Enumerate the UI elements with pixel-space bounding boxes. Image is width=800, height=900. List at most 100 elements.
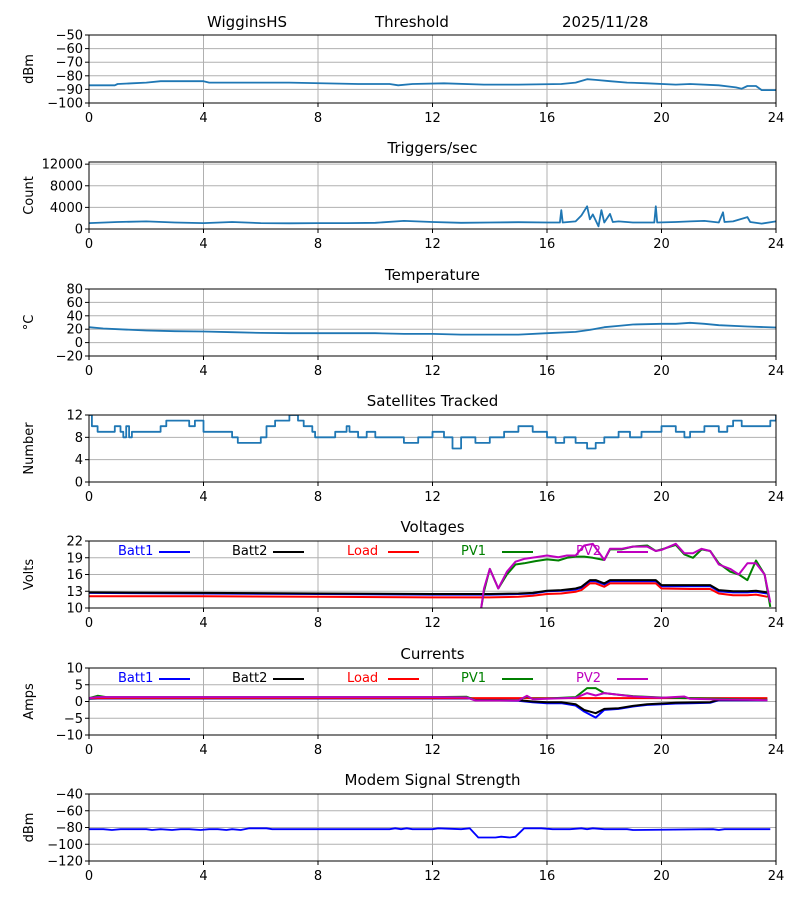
- x-tick-label: 8: [314, 616, 322, 631]
- series-line-triggers: [89, 205, 776, 228]
- y-tick-label: 0: [75, 336, 83, 351]
- x-tick-label: 24: [768, 616, 785, 631]
- x-tick-label: 8: [314, 490, 322, 505]
- x-tick-label: 12: [424, 743, 441, 758]
- y-axis-label: Number: [22, 422, 37, 475]
- x-tick-label: 0: [85, 869, 93, 884]
- x-tick-label: 8: [314, 237, 322, 252]
- legend-label-load: Load: [347, 671, 378, 686]
- legend-label-load: Load: [347, 544, 378, 559]
- legend-label-pv2: PV2: [576, 671, 601, 686]
- x-tick-label: 24: [768, 364, 785, 379]
- x-tick-label: 12: [424, 616, 441, 631]
- series-line-modem: [89, 827, 771, 839]
- y-tick-label: −40: [56, 788, 83, 803]
- y-tick-label: 0: [75, 223, 83, 238]
- series-line-pv2: [480, 542, 772, 608]
- x-tick-label: 16: [539, 869, 556, 884]
- y-tick-label: −80: [56, 821, 83, 836]
- x-tick-label: 4: [199, 616, 207, 631]
- x-tick-label: 24: [768, 743, 785, 758]
- x-tick-label: 12: [424, 237, 441, 252]
- panel-title: Currents: [400, 645, 464, 663]
- y-tick-label: 12: [66, 409, 83, 424]
- panel-currents: Currents Batt1 Batt2 Load PV1 PV2 0 4 8 12 16 20 24 −…: [22, 645, 784, 758]
- y-tick-label: −90: [56, 83, 83, 98]
- panel-satellites: Satellites Tracked 0 4 8 12 16 20 24 0 4 8 12 Number: [22, 392, 784, 505]
- x-tick-label: 16: [539, 616, 556, 631]
- series-line-batt2: [89, 697, 768, 715]
- x-tick-label: 20: [653, 237, 670, 252]
- x-tick-label: 4: [199, 743, 207, 758]
- x-tick-label: 16: [539, 490, 556, 505]
- panel-triggers: Triggers/sec 0 4 8 12 16 20 24 0 4000 8000 12000 Cou…: [22, 139, 784, 252]
- y-tick-label: −60: [56, 804, 83, 819]
- y-axis-label: Count: [22, 176, 37, 215]
- y-axis-label: Amps: [22, 683, 37, 720]
- x-tick-label: 0: [85, 237, 93, 252]
- series-line-pv1: [480, 543, 772, 608]
- legend-label-pv1: PV1: [461, 544, 486, 559]
- x-tick-label: 0: [85, 364, 93, 379]
- x-tick-label: 4: [199, 364, 207, 379]
- panel-modem: Modem Signal Strength 0 4 8 12 16 20 24 −120 −100…: [22, 771, 784, 884]
- y-tick-label: −120: [47, 855, 83, 870]
- legend-label-pv2: PV2: [576, 544, 601, 559]
- series-line-satellites: [89, 415, 776, 450]
- panel-voltages: Voltages Batt1 Batt2 Load PV1 PV2 0 4 8 12 16 20 24 1…: [22, 518, 784, 631]
- y-tick-label: 19: [66, 551, 83, 566]
- x-tick-label: 20: [653, 111, 670, 126]
- series-line-pv2: [89, 692, 768, 702]
- x-tick-label: 20: [653, 869, 670, 884]
- x-tick-label: 20: [653, 490, 670, 505]
- panel-title: Voltages: [400, 518, 464, 536]
- legend-label-pv1: PV1: [461, 671, 486, 686]
- x-tick-label: 12: [424, 490, 441, 505]
- y-tick-label: 80: [66, 283, 83, 298]
- x-tick-label: 4: [199, 490, 207, 505]
- y-tick-label: 12000: [42, 158, 83, 173]
- y-tick-label: −70: [56, 56, 83, 71]
- x-tick-label: 8: [314, 111, 322, 126]
- y-tick-label: −50: [56, 29, 83, 44]
- header-mode: Threshold: [374, 13, 449, 31]
- panel-title: Satellites Tracked: [367, 392, 498, 410]
- y-tick-label: 22: [66, 535, 83, 550]
- y-tick-label: 4000: [50, 201, 83, 216]
- y-axis-label: dBm: [22, 813, 37, 843]
- header-date: 2025/11/28: [562, 13, 648, 31]
- x-tick-label: 4: [199, 111, 207, 126]
- y-tick-label: 5: [75, 678, 83, 693]
- y-tick-label: 16: [66, 568, 83, 583]
- legend-label-batt2: Batt2: [232, 544, 267, 559]
- x-tick-label: 16: [539, 364, 556, 379]
- x-tick-label: 24: [768, 237, 785, 252]
- x-tick-label: 16: [539, 237, 556, 252]
- y-tick-label: 10: [66, 602, 83, 617]
- y-tick-label: 40: [66, 309, 83, 324]
- x-tick-label: 24: [768, 869, 785, 884]
- y-tick-label: 0: [75, 695, 83, 710]
- y-tick-label: 10: [66, 662, 83, 677]
- y-tick-label: −10: [56, 729, 83, 744]
- y-tick-label: −5: [64, 712, 83, 727]
- y-tick-label: −100: [47, 97, 83, 112]
- x-tick-label: 0: [85, 490, 93, 505]
- x-tick-label: 24: [768, 111, 785, 126]
- x-tick-label: 20: [653, 616, 670, 631]
- panel-threshold: 0 4 8 12 16 20 24 −50−60−70−80−90−100 dBm: [22, 29, 784, 127]
- y-axis-label: °C: [22, 315, 37, 331]
- x-tick-label: 8: [314, 743, 322, 758]
- legend-label-batt2: Batt2: [232, 671, 267, 686]
- y-tick-label: −80: [56, 69, 83, 84]
- panel-title: Temperature: [384, 266, 480, 284]
- y-tick-label: 20: [66, 323, 83, 338]
- y-tick-label: 4: [75, 453, 83, 468]
- x-tick-label: 4: [199, 869, 207, 884]
- y-tick-label: 0: [75, 476, 83, 491]
- x-tick-label: 16: [539, 743, 556, 758]
- x-tick-label: 20: [653, 743, 670, 758]
- panel-title: Triggers/sec: [387, 139, 478, 157]
